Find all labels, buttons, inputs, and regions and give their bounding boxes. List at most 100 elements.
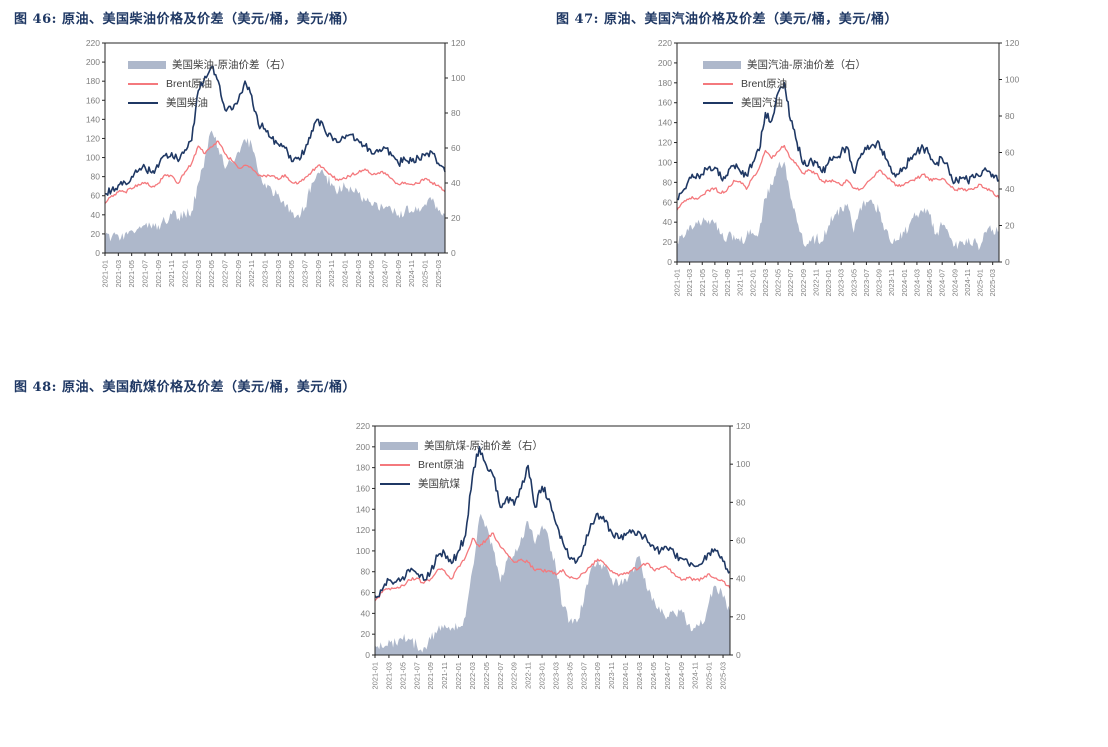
left-axis-tick-label: 200 (86, 57, 100, 67)
x-axis-tick-label: 2021-07 (141, 260, 150, 288)
left-axis-tick-label: 220 (658, 38, 672, 48)
x-axis-tick-label: 2023-05 (565, 662, 574, 690)
right-axis: 0 20 40 60 80 100 120 (999, 38, 1019, 267)
chart-canvas: 0 20 40 60 80 100 120 140 160 180 200 220 0 20 40 60 80 1… (658, 38, 1020, 297)
product-line-swatch-icon (128, 101, 158, 104)
x-axis-tick-label: 2023-05 (287, 260, 296, 288)
x-axis-tick-label: 2023-07 (301, 260, 310, 288)
x-axis-tick-label: 2024-03 (912, 269, 921, 297)
series-group (676, 82, 1000, 262)
left-axis-tick-label: 80 (91, 172, 101, 182)
right-axis: 0 20 40 60 80 100 120 (730, 421, 750, 660)
x-axis-tick-label: 2022-01 (748, 269, 757, 297)
legend-item: Brent原油 (380, 455, 543, 474)
right-axis-tick-label: 20 (451, 213, 461, 223)
chart-canvas: 0 20 40 60 80 100 120 140 160 180 200 220 0 20 40 60 80 1… (356, 421, 751, 690)
x-axis-tick-label: 2021-01 (101, 260, 110, 288)
left-axis: 0 20 40 60 80 100 120 140 160 180 200 220 (86, 38, 105, 258)
right-axis-tick-label: 40 (451, 178, 461, 188)
x-axis-tick-label: 2021-09 (154, 260, 163, 288)
left-axis-tick-label: 200 (356, 442, 370, 452)
x-axis-tick-label: 2021-09 (723, 269, 732, 297)
x-axis-tick-label: 2022-09 (799, 269, 808, 297)
right-axis-tick-label: 100 (451, 73, 465, 83)
product-line-series (105, 65, 446, 196)
right-axis-tick-label: 0 (1005, 257, 1010, 267)
legend-label: 美国航煤-原油价差（右） (424, 440, 543, 452)
x-axis-tick-label: 2024-05 (367, 260, 376, 288)
x-axis-tick-label: 2022-03 (468, 662, 477, 690)
x-axis-tick-label: 2023-07 (579, 662, 588, 690)
x-axis-tick-label: 2025-01 (421, 260, 430, 288)
spread-swatch-icon (380, 441, 418, 450)
brent-line-swatch-icon (128, 82, 158, 85)
spread-area-series (105, 130, 445, 253)
left-axis-tick-label: 160 (356, 483, 370, 493)
left-axis-tick-label: 140 (86, 114, 100, 124)
left-axis-tick-label: 60 (91, 191, 101, 201)
x-axis-tick-label: 2024-01 (900, 269, 909, 297)
series-group (374, 446, 731, 655)
x-axis-tick-label: 2022-11 (811, 269, 820, 296)
x-axis-tick-label: 2021-01 (371, 662, 380, 690)
x-axis-tick-label: 2022-11 (524, 662, 533, 689)
x-axis-tick-label: 2023-01 (538, 662, 547, 690)
left-axis-tick-label: 220 (86, 38, 100, 48)
left-axis: 0 20 40 60 80 100 120 140 160 180 200 220 (658, 38, 677, 267)
right-axis-tick-label: 60 (451, 143, 461, 153)
x-axis-tick-label: 2025-03 (719, 662, 728, 690)
right-axis-tick-label: 100 (736, 459, 750, 469)
left-axis-tick-label: 100 (356, 546, 370, 556)
legend-label: Brent原油 (418, 459, 465, 471)
diesel-price-spread-chart: 0 20 40 60 80 100 120 140 160 180 200 220 0 20 40 60 80 1… (78, 35, 478, 325)
x-axis-tick-label: 2023-01 (824, 269, 833, 297)
x-axis-tick-label: 2021-07 (412, 662, 421, 690)
legend-item: Brent原油 (703, 74, 866, 93)
x-axis-tick-label: 2024-09 (950, 269, 959, 297)
x-axis-tick-label: 2021-05 (127, 260, 136, 288)
left-axis-tick-label: 160 (86, 95, 100, 105)
left-axis-tick-label: 120 (658, 138, 672, 148)
product-line-swatch-icon (703, 101, 733, 104)
right-axis-tick-label: 120 (1005, 38, 1019, 48)
x-axis-tick-label: 2024-11 (407, 260, 416, 287)
legend-item: Brent原油 (128, 74, 291, 93)
chart-legend: 美国柴油-原油价差（右） Brent原油 美国柴油 (128, 55, 291, 112)
x-axis-tick-label: 2021-05 (698, 269, 707, 297)
legend-item: 美国航煤-原油价差（右） (380, 436, 543, 455)
x-axis-tick-label: 2021-01 (673, 269, 682, 297)
x-axis-tick-label: 2023-11 (887, 269, 896, 296)
x-axis-tick-label: 2023-03 (274, 260, 283, 288)
legend-label: Brent原油 (741, 78, 788, 90)
x-axis-tick-label: 2022-11 (247, 260, 256, 287)
right-axis-tick-label: 0 (451, 248, 456, 258)
left-axis-tick-label: 140 (658, 118, 672, 128)
x-axis-tick-label: 2021-11 (736, 269, 745, 296)
chart-canvas: 0 20 40 60 80 100 120 140 160 180 200 220 0 20 40 60 80 1… (86, 38, 466, 288)
jetfuel-price-spread-chart: 0 20 40 60 80 100 120 140 160 180 200 220 0 20 40 60 80 1… (348, 418, 764, 720)
x-axis-tick-label: 2024-01 (341, 260, 350, 288)
left-axis-tick-label: 100 (658, 157, 672, 167)
x-axis-tick-label: 2022-01 (181, 260, 190, 288)
x-axis-tick-label: 2025-01 (976, 269, 985, 297)
figure-47-title: 图 47: 原油、美国汽油价格及价差（美元/桶，美元/桶） (556, 12, 898, 27)
x-axis-tick-label: 2023-07 (862, 269, 871, 297)
x-axis-tick-label: 2024-07 (938, 269, 947, 297)
x-axis: 2021-01 2021-03 2021-05 2021-07 2021-09 2021-… (101, 253, 443, 288)
series-group (104, 65, 446, 253)
brent-line-series (676, 144, 1000, 211)
right-axis-tick-label: 120 (451, 38, 465, 48)
x-axis: 2021-01 2021-03 2021-05 2021-07 2021-09 2021-… (673, 262, 997, 297)
left-axis-tick-label: 0 (95, 248, 100, 258)
right-axis-tick-label: 100 (1005, 75, 1019, 85)
x-axis-tick-label: 2021-05 (398, 662, 407, 690)
x-axis-tick-label: 2023-03 (551, 662, 560, 690)
left-axis-tick-label: 200 (658, 58, 672, 68)
left-axis-tick-label: 20 (91, 229, 101, 239)
brent-line-series (104, 140, 446, 204)
product-line-series (676, 82, 1000, 201)
right-axis-tick-label: 80 (1005, 111, 1015, 121)
left-axis-tick-label: 60 (663, 197, 673, 207)
left-axis-tick-label: 0 (667, 257, 672, 267)
right-axis-tick-label: 60 (736, 536, 746, 546)
